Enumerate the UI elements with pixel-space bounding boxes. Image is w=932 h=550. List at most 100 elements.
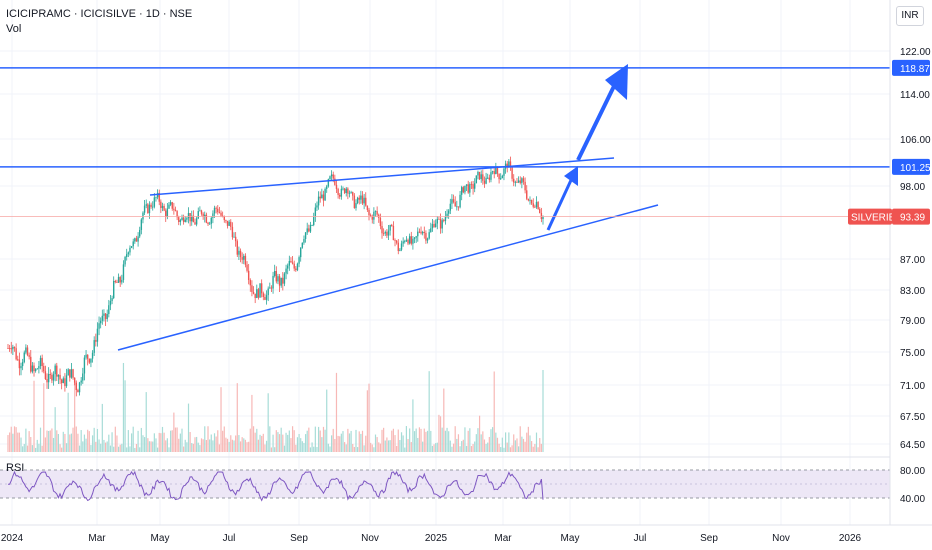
rsi-tick-label: 40.00 [900,494,925,505]
symbol-title[interactable]: ICICIPRAMC · ICICISILVE · 1D · NSE [6,8,193,20]
volume-bar [187,403,190,452]
volume-bar [496,437,499,452]
volume-bar [163,432,165,452]
volume-bar [170,430,172,452]
volume-bar [189,432,191,452]
candle-body [534,206,536,208]
candle-body [51,374,53,381]
volume-bar [116,435,118,452]
candle-body [260,283,263,294]
candle-body [384,231,386,234]
candle-body [456,206,458,208]
volume-bar [410,442,412,452]
volume-bar [44,437,47,452]
volume-bar [80,430,82,452]
candle-body [111,298,113,301]
candle-body [301,242,304,248]
candle-body [496,167,499,174]
candle-body [322,194,325,201]
candle-body [140,219,143,230]
volume-bar [274,447,276,452]
candles [7,156,544,397]
candle-body [52,374,55,381]
candle-body [73,377,76,383]
volume-bar [173,412,175,452]
volume-bar [64,433,66,452]
candle-body [186,218,188,220]
candle-body [303,239,305,243]
candle-body [313,216,315,226]
volume-bar [93,427,95,452]
volume-bar [451,446,453,452]
volume-bar [426,430,429,452]
volume-bar [430,430,432,452]
currency-button[interactable]: INR [896,6,924,26]
volume-bar [386,437,388,452]
candle-body [527,198,530,201]
candle-body [122,264,125,280]
candle-body [165,210,167,217]
volume-bar [394,435,396,452]
volume-bar [488,436,490,452]
candle-body [412,238,414,244]
volume-bar [357,447,359,452]
time-axis[interactable]: 2024 Mar May Jul Sep Nov 2025 Mar May Jul Sep Nov 20… [0,524,932,544]
volume-bar [324,429,326,452]
volume-bar [78,445,81,452]
candle-body [130,246,133,248]
volume-bar [239,441,242,452]
candle-body [124,256,126,265]
candle-body [239,250,242,258]
volume-bar [108,434,110,452]
candle-body [252,291,255,294]
candle-body [402,241,404,244]
volume-bar [487,442,489,452]
candle-body [82,373,84,381]
candle-body [191,215,193,222]
volume-bar [228,441,230,452]
candle-body [108,305,110,314]
volume-bar [457,434,460,452]
candle-body [109,300,112,306]
candle-body [500,178,502,180]
candle-body [491,171,494,173]
volume-bar [295,444,297,452]
candle-body [129,247,131,253]
candle-body [41,357,43,367]
candle-body [280,277,282,286]
volume-bar [428,371,430,452]
volume-bar [529,435,531,452]
candle-body [184,219,186,222]
candle-body [137,236,139,242]
volume-bar [111,432,113,452]
candle-body [249,279,251,286]
drawings[interactable] [0,64,890,351]
candle-body [277,276,279,282]
candle-body [117,277,120,283]
volume-bar [332,428,334,452]
volume-bar [272,434,274,452]
price-axis[interactable]: 122.00 114.00 106.00 98.00 87.00 83.00 79.00 75… [889,0,931,525]
candle-body [514,181,517,183]
volume-bar [85,438,87,452]
volume-bar [301,441,303,452]
volume-bar [337,435,339,452]
candle-body [178,217,180,223]
candle-body [202,213,204,217]
price-tick-label: 87.00 [900,255,925,266]
volume-bar [331,435,333,452]
volume-bar [422,441,424,452]
badge-118: 118.87 [900,64,930,75]
volume-bar [56,430,58,452]
volume-bar [267,393,269,452]
volume-bar [280,427,282,452]
candle-body [25,347,27,353]
volume-bar [441,427,443,452]
volume-bar [352,443,354,452]
candle-body [498,173,500,180]
candle-body [75,382,77,391]
volume-bar [438,414,440,452]
volume-bar [54,407,56,452]
candle-body [254,293,256,299]
